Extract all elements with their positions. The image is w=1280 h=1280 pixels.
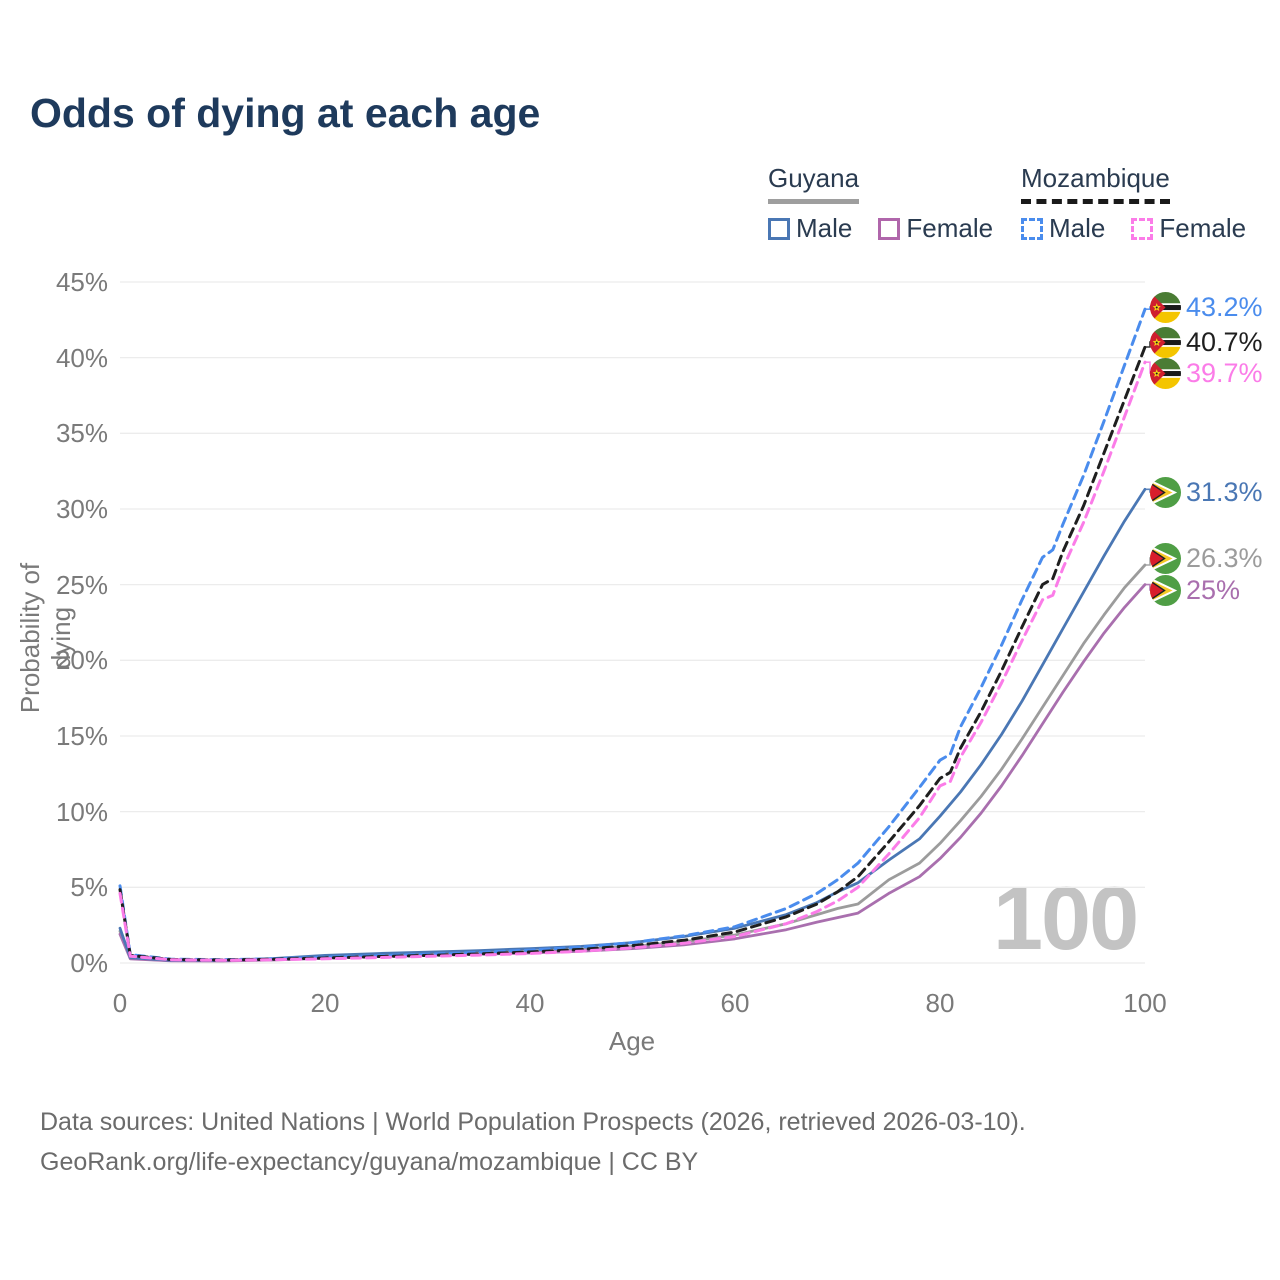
mozambique-flag-icon <box>1150 326 1181 358</box>
mozambique-female-swatch-icon <box>1131 217 1154 240</box>
attribution-line: GeoRank.org/life-expectancy/guyana/mozam… <box>40 1148 699 1176</box>
x-tick-100: 100 <box>1123 988 1167 1018</box>
legend-row-guyana: Male Female <box>768 213 1019 244</box>
page-title: Odds of dying at each age <box>30 90 541 136</box>
end-label-guyana-female: 25% <box>1150 573 1240 607</box>
end-value: 39.7% <box>1186 357 1263 388</box>
y-tick-20: 20% <box>55 645 108 675</box>
y-tick-0: 0% <box>70 948 108 978</box>
legend-item-guyana-female[interactable]: Female <box>878 213 993 244</box>
legend-item-mozambique-male[interactable]: Male <box>1021 213 1105 244</box>
end-label-mozambique-male: 43.2% <box>1150 290 1263 324</box>
hover-age-watermark: 100 <box>993 869 1139 969</box>
legend-label: Female <box>1159 213 1247 243</box>
end-value: 25% <box>1186 574 1241 605</box>
y-tick-45: 45% <box>55 267 108 297</box>
series-line-guyana-female <box>118 583 1147 963</box>
y-tick-35: 35% <box>55 418 108 448</box>
y-tick-40: 40% <box>55 343 108 373</box>
y-tick-25: 25% <box>55 570 108 600</box>
series-line-mozambique-male <box>118 307 1147 962</box>
legend-row-mozambique: Male Female <box>1021 213 1272 244</box>
end-label-guyana-both: 26.3% <box>1150 541 1263 575</box>
y-tick-15: 15% <box>55 721 108 751</box>
legend-group-mozambique: Mozambique Male Female <box>1021 163 1272 244</box>
end-value: 43.2% <box>1186 291 1263 322</box>
legend-header-mozambique[interactable]: Mozambique <box>1021 163 1170 204</box>
y-tick-5: 5% <box>70 872 108 902</box>
mozambique-flag-icon <box>1150 291 1181 323</box>
legend-header-guyana[interactable]: Guyana <box>768 163 860 204</box>
legend-group-guyana: Guyana Male Female <box>768 163 1019 244</box>
x-tick-80: 80 <box>925 988 955 1018</box>
mozambique-male-swatch-icon <box>1021 217 1043 240</box>
x-tick-20: 20 <box>310 988 340 1018</box>
series-line-mozambique-both-sexes- <box>118 345 1147 962</box>
end-value: 40.7% <box>1186 326 1263 357</box>
end-label-mozambique-female: 39.7% <box>1150 356 1263 390</box>
x-tick-0: 0 <box>112 988 128 1018</box>
x-tick-60: 60 <box>720 988 750 1018</box>
y-axis-title: Probability of dying <box>15 562 76 714</box>
x-axis-title: Age <box>608 1026 656 1056</box>
end-value: 26.3% <box>1186 542 1263 573</box>
end-label-guyana-male: 31.3% <box>1150 475 1263 509</box>
guyana-female-swatch-icon <box>878 217 901 240</box>
guyana-flag-icon <box>1150 476 1181 508</box>
legend: Guyana Male Female Mozambique Male Femal… <box>0 163 1280 243</box>
mozambique-flag-icon <box>1150 357 1181 389</box>
series-line-guyana-male <box>118 487 1147 962</box>
end-value: 31.3% <box>1186 476 1263 507</box>
series-line-mozambique-female <box>118 360 1147 962</box>
data-sources-line: Data sources: United Nations | World Pop… <box>40 1108 1026 1136</box>
y-tick-30: 30% <box>55 494 108 524</box>
legend-label: Male <box>796 213 853 243</box>
legend-label: Female <box>906 213 994 243</box>
guyana-flag-icon <box>1150 574 1181 606</box>
legend-label: Male <box>1049 213 1106 243</box>
y-tick-10: 10% <box>55 797 108 827</box>
guyana-flag-icon <box>1150 542 1181 574</box>
series-line-guyana-both-sexes- <box>118 563 1147 963</box>
legend-item-mozambique-female[interactable]: Female <box>1131 213 1246 244</box>
guyana-male-swatch-icon <box>768 217 790 240</box>
end-label-mozambique-both: 40.7% <box>1150 325 1263 359</box>
legend-item-guyana-male[interactable]: Male <box>768 213 852 244</box>
x-tick-40: 40 <box>515 988 545 1018</box>
plot-area[interactable] <box>118 261 1160 971</box>
